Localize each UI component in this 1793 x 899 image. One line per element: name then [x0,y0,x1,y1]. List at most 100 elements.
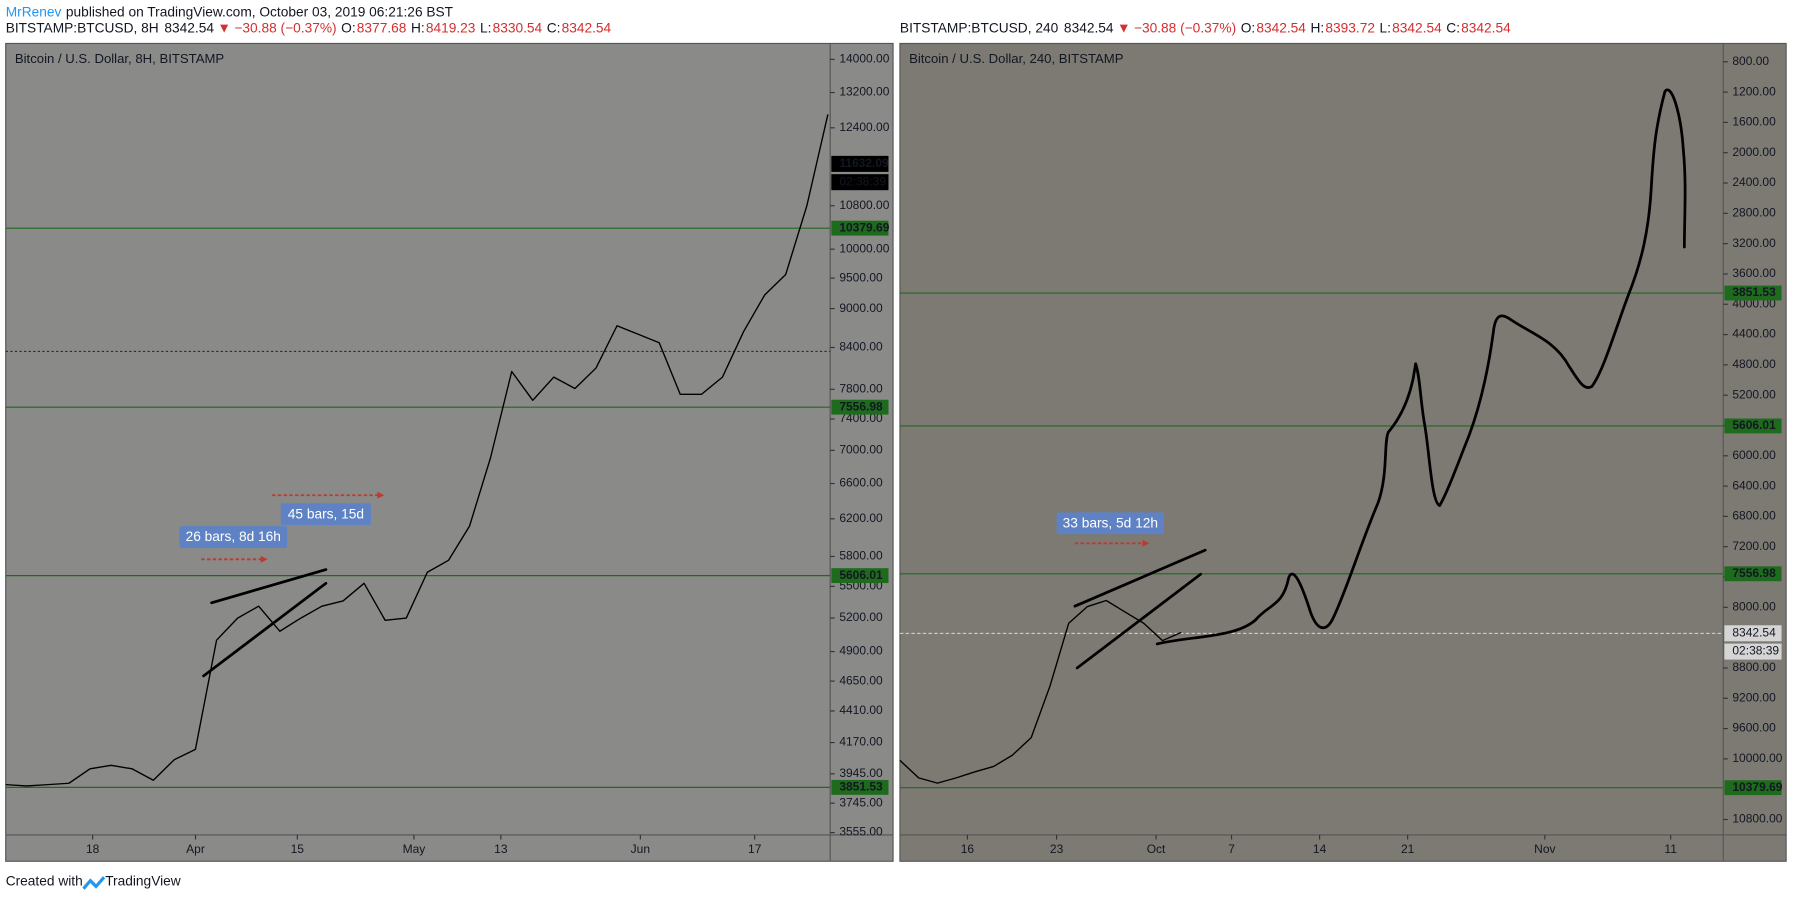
ohlc-value: 8330.54 [493,20,543,35]
x-tick-label: Jun [631,842,650,856]
symbol-line: BITSTAMP:BTCUSD, 240 8342.54 ▼ −30.88 (−0.3… [900,20,1511,35]
y-tick-label: 4650.00 [839,673,883,687]
x-tick-label: 18 [86,842,100,856]
y-tick-label: 3555.00 [839,825,883,839]
y-tick-label: 800.00 [1732,54,1769,68]
y-tick-label: 3600.00 [1732,266,1776,280]
y-tick-label: 8000.00 [1732,600,1776,614]
trend-line [1073,548,1207,608]
level-tag [1724,566,1782,582]
price-tag-label: 11632.09 [839,156,889,170]
y-tick-label: 2800.00 [1732,206,1776,220]
price-tag [831,155,889,172]
level-tag [1724,780,1782,796]
y-tick-label: 10800.00 [839,198,889,212]
arrow-head [1142,539,1150,547]
change-arrow: ▼ [217,20,231,35]
brand-logo [82,876,106,890]
y-tick-label: 7200.00 [1732,539,1776,553]
x-tick-label: 11 [1664,842,1677,856]
y-tick-label: 7400.00 [839,411,883,425]
ohlc-label: H: [1311,20,1325,35]
y-tick-label: 6400.00 [1732,478,1776,492]
ohlc-value: 8342.54 [1392,20,1442,35]
level-tag [831,399,889,415]
layer: BITSTAMP:BTCUSD, 8H 8342.54 ▼ −30.88 (−0.37… [5,20,1783,856]
right-panel [899,42,1787,862]
y-tick-label: 4900.00 [839,644,883,658]
y-tick-label: 2000.00 [1732,145,1776,159]
x-tick-label: 23 [1050,842,1064,856]
y-tick-label: 5800.00 [839,549,883,563]
y-tick-label: 4410.00 [839,703,883,717]
y-tick-label: 2400.00 [1732,175,1776,189]
last-price: 8342.54 [1064,20,1114,35]
symbol-line: BITSTAMP:BTCUSD, 8H 8342.54 ▼ −30.88 (−0.37… [6,20,612,35]
publish-info: published on TradingView.com, October 03… [66,4,454,19]
change: −30.88 (−0.37%) [1134,20,1236,35]
level-label: 7556.98 [1732,566,1776,580]
trend-line [202,581,328,678]
publish-line: MrRenev published on TradingView.com, Oct… [6,4,454,19]
ohlc-value: 8377.68 [357,20,407,35]
trend-line [210,568,328,605]
ohlc-value: 8419.23 [426,20,476,35]
level-tag [831,568,889,584]
ohlc-value: 8393.72 [1325,20,1375,35]
y-tick-label: 1200.00 [1732,84,1776,98]
symbol: BITSTAMP:BTCUSD, 240 [900,20,1059,35]
y-tick-label: 13200.00 [839,85,889,99]
countdown: 02:38:39 [1732,644,1779,658]
chart-title: Bitcoin / U.S. Dollar, 8H, BITSTAMP [15,51,225,66]
y-tick-label: 1600.00 [1732,115,1776,129]
annotation: 26 bars, 8d 16h [186,529,281,544]
x-tick-label: Nov [1534,842,1555,856]
x-tick-label: 14 [1313,842,1327,856]
y-tick-label: 6600.00 [839,476,883,490]
x-tick-label: May [403,842,426,856]
chart-title: Bitcoin / U.S. Dollar, 240, BITSTAMP [909,51,1124,66]
level-label: 5606.01 [1732,418,1776,432]
y-tick-label: 7800.00 [839,381,883,395]
y-tick-label: 8400.00 [839,340,883,354]
x-tick-label: 15 [291,842,305,856]
y-tick-label: 5200.00 [839,610,883,624]
annotation: 45 bars, 15d [288,506,364,521]
symbol: BITSTAMP:BTCUSD, 8H [6,20,159,35]
y-tick-label: 10000.00 [1732,751,1782,765]
y-tick-label: 9500.00 [839,270,883,284]
projection-drawing [1155,88,1687,646]
x-tick-label: 17 [748,842,762,856]
annotation-box [280,503,372,525]
y-tick-label: 5200.00 [1732,387,1776,401]
x-tick-label: Apr [186,842,205,856]
arrow-head [377,491,385,499]
y-tick-label: 6000.00 [1732,448,1776,462]
y-tick-label: 4400.00 [1732,327,1776,341]
ohlc-value: 8342.54 [1461,20,1511,35]
ohlc-label: L: [480,20,491,35]
brand[interactable]: TradingView [105,873,181,888]
y-tick-label: 4800.00 [1732,357,1776,371]
level-tag [1724,285,1782,301]
countdown-box [831,174,889,191]
y-tick-label: 14000.00 [839,52,889,66]
arrow-heads [260,491,1150,563]
arrow-head [260,555,268,563]
ohlc-label: C: [1446,20,1460,35]
countdown-box [1724,643,1782,660]
y-tick-label: 8800.00 [1732,660,1776,674]
ohlc-value: 8342.54 [1256,20,1306,35]
price-tag-label: 8342.54 [1732,625,1776,639]
author[interactable]: MrRenev [6,4,62,19]
level-label: 5606.01 [839,568,883,582]
change-arrow: ▼ [1117,20,1131,35]
change: −30.88 (−0.37%) [234,20,336,35]
level-tag [1724,418,1782,434]
y-tick-label: 10000.00 [839,241,889,255]
annotation: 33 bars, 5d 12h [1063,515,1158,530]
y-tick-label: 4170.00 [839,735,883,749]
y-tick-label: 3745.00 [839,795,883,809]
x-tick-label: 13 [494,842,508,856]
